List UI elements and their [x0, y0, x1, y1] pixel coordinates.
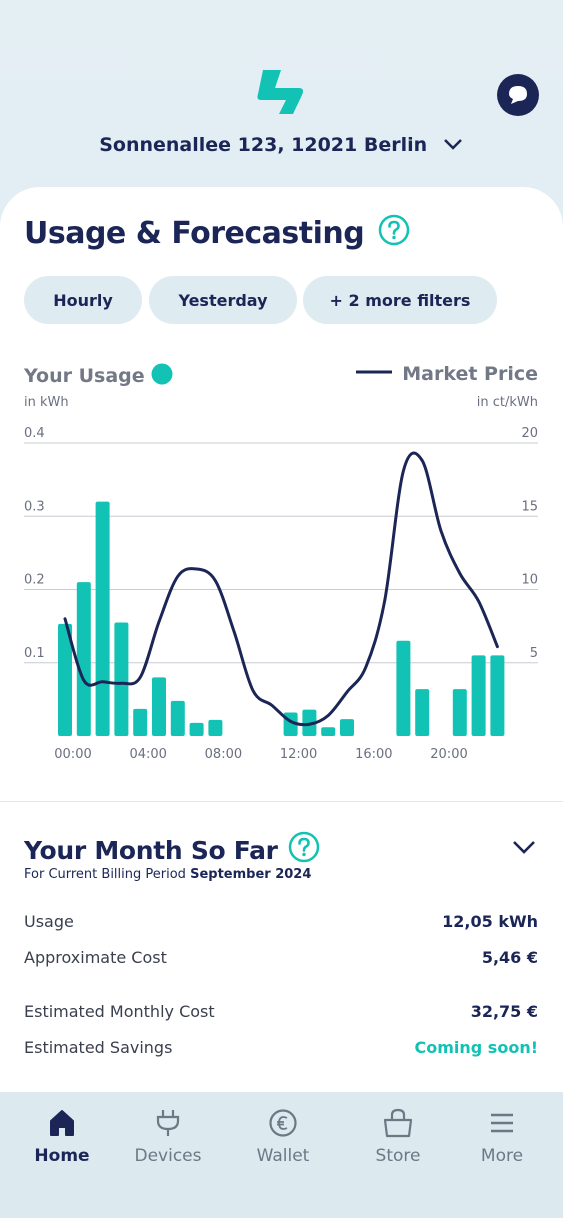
- bar: [471, 655, 486, 736]
- address: Sonnenallee 123, 12021 Berlin: [99, 134, 428, 156]
- address-selector[interactable]: Sonnenallee 123, 12021 Berlin: [0, 134, 563, 156]
- y2-axis-label: in ct/kWh: [476, 395, 538, 410]
- nav-item[interactable]: Home: [17, 1108, 107, 1166]
- summary-row: Approximate Cost 5,46 €: [24, 948, 538, 967]
- row-value: 12,05 kWh: [442, 912, 538, 931]
- help-icon[interactable]: [288, 831, 320, 863]
- month-subtitle: For Current Billing Period September 202…: [24, 867, 311, 882]
- filter-chip[interactable]: + 2 more filters: [303, 276, 497, 324]
- section-title: Usage & Forecasting: [24, 214, 410, 251]
- legend-swatch: [151, 363, 173, 385]
- summary-row: Usage 12,05 kWh: [24, 912, 538, 931]
- y-tick-label: 0.2: [24, 573, 45, 588]
- period: September 2024: [190, 867, 312, 882]
- x-tick-label: 04:00: [129, 747, 166, 762]
- y2-tick-label: 5: [530, 646, 538, 661]
- usage-chart: 0.1 0.2 0.3 0.4 5 10 15 20 00:00 04:00 08:00 12:00 1…: [24, 426, 538, 762]
- logo: [257, 70, 303, 114]
- filter-chip[interactable]: Hourly: [24, 276, 142, 324]
- bar: [189, 722, 204, 736]
- row-label: Usage: [24, 912, 74, 931]
- nav-label: Devices: [134, 1146, 202, 1166]
- bar: [208, 719, 223, 736]
- content-card: [0, 187, 563, 1092]
- x-tick-label: 08:00: [205, 747, 242, 762]
- bar: [152, 677, 166, 736]
- bar: [490, 655, 505, 736]
- nav-label: Store: [375, 1146, 421, 1166]
- nav-label: More: [480, 1146, 524, 1166]
- nav-item[interactable]: Wallet: [238, 1108, 328, 1166]
- title-text: Usage & Forecasting: [24, 216, 365, 251]
- x-tick-label: 00:00: [54, 747, 91, 762]
- bar: [76, 582, 91, 736]
- summary-row: Estimated Monthly Cost 32,75 €: [24, 1002, 538, 1021]
- y2-tick-label: 15: [521, 499, 538, 514]
- bar: [133, 708, 148, 736]
- legend-label: Market Price: [402, 363, 538, 385]
- bar: [170, 700, 185, 736]
- bar: [396, 640, 411, 736]
- help-icon[interactable]: [378, 214, 410, 246]
- row-value: 32,75 €: [470, 1002, 538, 1021]
- x-tick-label: 12:00: [280, 747, 317, 762]
- title-text: Your Month So Far: [24, 836, 278, 865]
- nav-item[interactable]: More: [457, 1108, 547, 1166]
- bar: [340, 719, 354, 736]
- collapse-toggle[interactable]: [511, 838, 537, 856]
- row-value: 5,46 €: [481, 948, 538, 967]
- nav-label: Home: [34, 1146, 90, 1166]
- y2-tick-label: 10: [521, 573, 538, 588]
- chat-button[interactable]: [496, 73, 540, 117]
- x-tick-label: 16:00: [355, 747, 392, 762]
- bottom-nav: [0, 1092, 563, 1218]
- y2-tick-label: 20: [521, 426, 538, 441]
- bar: [321, 727, 336, 736]
- nav-item[interactable]: Devices: [123, 1108, 213, 1166]
- subtitle: For Current Billing Period: [24, 867, 186, 882]
- x-tick-label: 20:00: [430, 747, 467, 762]
- filter-chip[interactable]: Yesterday: [149, 276, 297, 324]
- y-tick-label: 0.4: [24, 426, 45, 441]
- month-title: Your Month So Far: [24, 831, 320, 865]
- bar: [415, 689, 430, 736]
- legend-usage: Your Usage: [24, 363, 175, 387]
- bar: [452, 689, 467, 736]
- row-label: Approximate Cost: [24, 948, 167, 967]
- y-tick-label: 0.1: [24, 646, 45, 661]
- bar: [95, 501, 110, 736]
- row-label: Estimated Savings: [24, 1038, 173, 1057]
- nav-label: Wallet: [256, 1146, 310, 1166]
- chevron-down: [443, 139, 462, 150]
- nav-item[interactable]: Store: [353, 1108, 443, 1166]
- legend-label: Your Usage: [24, 365, 145, 387]
- y-tick-label: 0.3: [24, 499, 45, 514]
- divider: [0, 801, 563, 802]
- row-label: Estimated Monthly Cost: [24, 1002, 215, 1021]
- bar: [114, 622, 129, 736]
- y-axis-label: in kWh: [24, 395, 69, 410]
- price-line: [63, 451, 499, 727]
- summary-row: Estimated Savings Coming soon!: [24, 1038, 538, 1057]
- bar: [58, 623, 72, 736]
- row-value: Coming soon!: [414, 1038, 539, 1057]
- legend-price: Market Price: [355, 363, 538, 385]
